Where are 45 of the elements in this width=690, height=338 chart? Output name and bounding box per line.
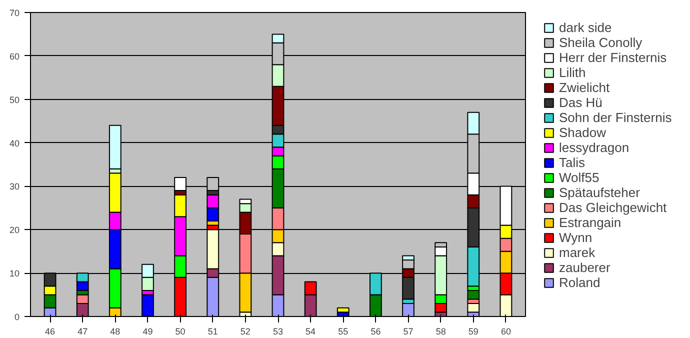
- legend-label: Das Hü: [559, 95, 602, 110]
- bar: [206, 177, 220, 192]
- legend-label: Talis: [559, 155, 586, 170]
- x-tick-label: 56: [370, 326, 381, 336]
- legend-label: Wynn: [559, 230, 592, 245]
- legend-label: Das Gleichgewicht: [559, 200, 667, 215]
- y-tick-label: 50: [9, 94, 20, 105]
- y-tick-label: 30: [9, 182, 20, 192]
- x-tick-label: 55: [338, 326, 348, 336]
- legend-label: Wolf55: [559, 170, 600, 185]
- bar: [108, 124, 122, 170]
- x-tick-label: 51: [208, 326, 218, 336]
- bar: [174, 177, 186, 192]
- x-tick-label: 46: [45, 326, 56, 336]
- legend-label: Lilith: [559, 65, 586, 80]
- x-tick-label: 49: [142, 326, 153, 336]
- y-tick-label: 0: [14, 312, 20, 322]
- x-tick-label: 58: [436, 326, 446, 336]
- legend-label: Sheila Conolly: [559, 35, 642, 50]
- x-tick-label: 47: [78, 326, 88, 336]
- x-tick-label: 50: [175, 326, 186, 336]
- x-tick-label: 57: [403, 326, 414, 336]
- y-tick-label: 10: [9, 268, 20, 279]
- bar: [336, 307, 350, 313]
- y-tick-label: 20: [9, 225, 20, 236]
- legend-label: Zwielicht: [559, 80, 610, 95]
- legend-label: zauberer: [559, 260, 610, 275]
- y-tick-label: 60: [9, 51, 20, 62]
- legend-label: Herr der Finsternis: [559, 50, 667, 65]
- legend-label: Sohn der Finsternis: [559, 110, 672, 125]
- x-tick-label: 59: [468, 326, 478, 336]
- x-tick-label: 48: [110, 326, 120, 336]
- x-tick-label: 53: [272, 326, 284, 336]
- legend-label: marek: [559, 245, 596, 260]
- y-tick-label: 40: [9, 138, 20, 148]
- x-tick-label: 60: [500, 326, 511, 336]
- x-tick-label: 52: [240, 326, 250, 336]
- legend-label: lessydragon: [559, 140, 630, 155]
- legend-label: Estrangain: [559, 215, 622, 230]
- x-tick-label: 54: [306, 326, 316, 336]
- legend-label: dark side: [559, 20, 612, 35]
- legend-label: Roland: [559, 275, 600, 290]
- legend-label: Spätaufsteher: [559, 185, 640, 200]
- legend-label: Shadow: [559, 125, 606, 140]
- y-tick-label: 70: [9, 8, 20, 18]
